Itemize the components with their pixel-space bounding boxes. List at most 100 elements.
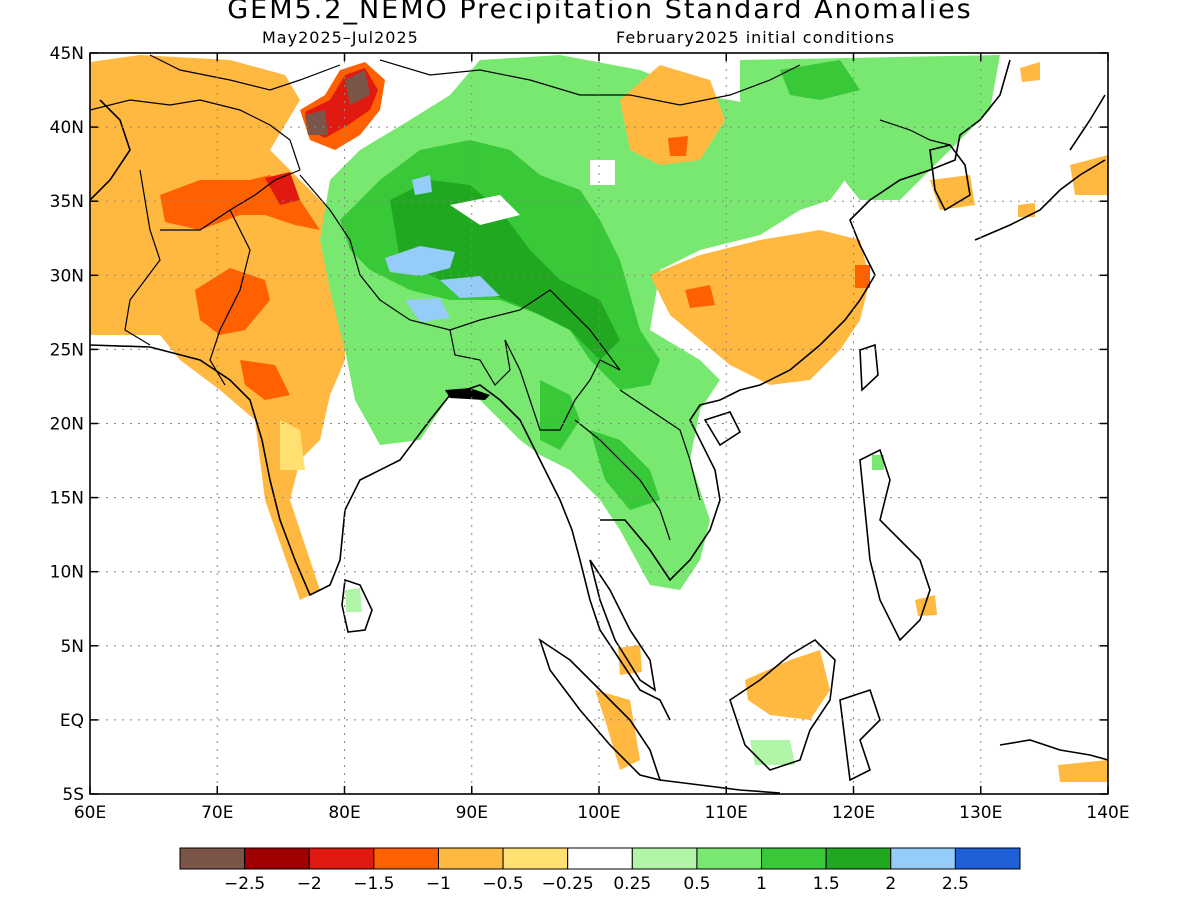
colorbar-swatch xyxy=(567,847,633,870)
colorbar-label: 0.5 xyxy=(683,874,710,894)
coastline-japan xyxy=(974,94,1106,241)
anomaly-area-sri-lanka xyxy=(345,588,362,612)
colorbar-swatch xyxy=(890,847,956,870)
border-thailand-laos xyxy=(574,419,671,541)
anomaly-area-luzon xyxy=(872,455,884,470)
axis-ticks: 60E 70E 80E 90E 100E 110E 120E 130E 140E 45N 40N 35… xyxy=(50,44,1130,823)
colorbar-swatch xyxy=(244,847,310,870)
colorbar-swatch xyxy=(696,847,763,870)
coastlines xyxy=(90,59,1108,794)
lon-tick-label: 120E xyxy=(832,803,875,823)
anomaly-area-india-fringe xyxy=(280,420,305,470)
lat-tick-label: EQ xyxy=(60,711,84,731)
anomaly-area-myanmar xyxy=(540,380,580,450)
border-central-asia xyxy=(90,99,301,171)
lat-tick-label: 20N xyxy=(50,415,84,435)
colorbar: −2.5 −2 −1.5 −1 −0.5 −0.25 0.25 0.5 1 1.5 2 2.5 xyxy=(179,847,1021,894)
colorbar-swatch xyxy=(437,847,504,870)
anomaly-area-sumatra xyxy=(595,690,640,770)
country-borders xyxy=(90,54,951,541)
colorbar-swatch xyxy=(373,847,439,870)
lon-tick-label: 90E xyxy=(456,803,488,823)
anomaly-area-north-china-dark xyxy=(668,136,688,156)
coastline-hainan xyxy=(703,411,742,447)
lat-tick-label: 5S xyxy=(62,785,84,805)
colorbar-swatch xyxy=(761,847,827,870)
anomaly-area-tibet-blue-1 xyxy=(385,246,455,276)
anomaly-area-tarim-brown-1 xyxy=(345,70,370,105)
lon-tick-label: 130E xyxy=(959,803,1002,823)
anomaly-area-new-guinea xyxy=(1058,760,1108,782)
colorbar-swatch xyxy=(308,847,375,870)
coastline-new-guinea xyxy=(999,739,1108,761)
coastline-caspian-region xyxy=(90,99,131,201)
lon-tick-label: 110E xyxy=(705,803,748,823)
anomaly-area-neutral-2 xyxy=(590,160,615,185)
colorbar-label: −2 xyxy=(297,874,322,894)
lat-tick-label: 10N xyxy=(50,563,84,583)
lat-tick-label: 25N xyxy=(50,340,84,360)
colorbar-label: 2 xyxy=(885,874,896,894)
anomaly-area-tibet-blue-2 xyxy=(405,298,450,322)
anomaly-area-tibet-blue-4 xyxy=(412,175,432,195)
anomaly-area-borneo xyxy=(745,650,830,720)
colorbar-label: −1.5 xyxy=(353,874,394,894)
anomaly-area-yangtze xyxy=(650,230,870,385)
anomaly-area-pakistan xyxy=(195,268,270,335)
anomaly-area-shanghai xyxy=(855,265,870,288)
lon-tick-label: 80E xyxy=(328,803,360,823)
coastline-borneo xyxy=(729,638,836,771)
coastline-sumatra xyxy=(538,638,662,782)
anomaly-area-japan-3 xyxy=(1020,62,1040,82)
border-pakistan-india xyxy=(209,209,251,386)
graticule xyxy=(90,53,1108,794)
anomaly-area-tibet-dark xyxy=(390,180,620,360)
lon-tick-label: 70E xyxy=(201,803,233,823)
anomaly-area-tibet-blue-3 xyxy=(440,276,500,298)
colorbar-label: 2.5 xyxy=(942,874,969,894)
coastline-java xyxy=(659,779,781,794)
anomaly-area-nw-india xyxy=(240,360,290,400)
ganges-delta xyxy=(445,388,490,400)
colorbar-swatch xyxy=(954,847,1021,870)
lat-tick-label: 45N xyxy=(50,44,84,64)
border-myanmar xyxy=(504,339,621,431)
coastline-malaya xyxy=(589,559,657,692)
anomaly-area-mongolia-dark xyxy=(780,60,860,100)
anomaly-area-tarim-brown-2 xyxy=(305,110,328,135)
colorbar-swatch xyxy=(631,847,698,870)
lat-tick-label: 35N xyxy=(50,192,84,212)
anomaly-area-japan-2 xyxy=(1018,203,1035,217)
border-kazakhstan-china xyxy=(149,54,341,91)
coastline-india xyxy=(90,344,546,597)
colorbar-swatch xyxy=(502,847,569,870)
anomaly-area-neutral-1 xyxy=(450,195,520,225)
colorbar-label: −2.5 xyxy=(224,874,265,894)
colorbar-label: −0.5 xyxy=(482,874,523,894)
map-title: GEM5.2_NEMO Precipitation Standard Anoma… xyxy=(227,0,973,25)
coastline-taiwan xyxy=(859,343,879,392)
colorbar-label: −1 xyxy=(426,874,451,894)
anomaly-area-japan-1 xyxy=(1070,155,1108,195)
colorbar-swatch xyxy=(825,847,892,870)
colorbar-label: 1 xyxy=(756,874,767,894)
anomaly-fields xyxy=(90,55,1108,782)
lat-tick-label: 5N xyxy=(60,637,84,657)
lon-tick-label: 60E xyxy=(74,803,106,823)
anomaly-area-malaya xyxy=(618,645,642,675)
colorbar-label: 0.25 xyxy=(613,874,651,894)
colorbar-swatch xyxy=(179,847,246,870)
coastline-indochina xyxy=(544,469,671,721)
coastline-sri-lanka xyxy=(341,578,373,633)
border-iran-afghanistan xyxy=(124,169,161,346)
forecast-period: May2025–Jul2025 xyxy=(262,28,419,47)
border-china-korea xyxy=(879,119,951,146)
anomaly-area-yangtze-dark xyxy=(685,285,715,308)
border-vietnam-laos xyxy=(619,389,701,501)
border-mongolia xyxy=(379,59,801,106)
coastline-thailand-gulf xyxy=(600,59,1011,582)
border-afghanistan-pakistan xyxy=(160,169,301,231)
lon-tick-label: 140E xyxy=(1086,803,1129,823)
colorbar-label: −0.25 xyxy=(542,874,594,894)
